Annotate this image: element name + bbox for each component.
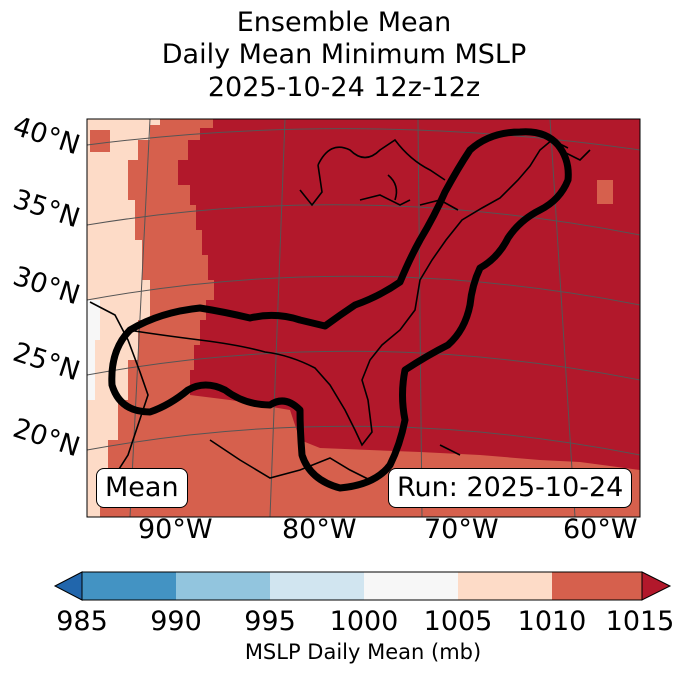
colorbar-tick: 985: [56, 606, 108, 637]
map-plot-area: [87, 119, 640, 517]
colorbar-tick: 990: [150, 606, 202, 637]
colorbar-tick: 995: [244, 606, 296, 637]
pressure-contour: [108, 128, 572, 492]
colorbar-segment: [552, 572, 642, 600]
pressure-speck: [597, 180, 613, 204]
colorbar-tick: 1000: [329, 606, 399, 637]
colorbar-segment: [458, 572, 552, 600]
run-date-box: Run: 2025-10-24: [388, 468, 633, 508]
colorbar-segment: [364, 572, 458, 600]
lon-label-90: 90°W: [138, 514, 213, 545]
colorbar-low-extend: [53, 571, 83, 601]
title-line-3: 2025-10-24 12z-12z: [207, 72, 481, 103]
graticule: [87, 119, 640, 517]
colorbar-segment: [270, 572, 364, 600]
colorbar-tick: 1010: [517, 606, 587, 637]
pressure-fill-1005: [87, 119, 160, 517]
map-frame: [86, 118, 641, 518]
colorbar-segment: [176, 572, 270, 600]
lon-label-60: 60°W: [563, 514, 638, 545]
colorbar: [53, 571, 672, 601]
pressure-speck: [90, 130, 110, 152]
pressure-fill-1010: [87, 119, 640, 517]
title-line-2: Daily Mean Minimum MSLP: [161, 39, 527, 70]
lon-label-70: 70°W: [424, 514, 499, 545]
colorbar-tick: 1005: [423, 606, 493, 637]
colorbar-tick: 1015: [605, 606, 675, 637]
title-line-1: Ensemble Mean: [236, 7, 452, 38]
lon-label-80: 80°W: [282, 514, 357, 545]
colorbar-label: MSLP Daily Mean (mb): [244, 640, 482, 664]
pressure-fill-1000: [87, 300, 100, 400]
colorbar-segment: [82, 572, 176, 600]
mean-label-box: Mean: [96, 468, 188, 508]
colorbar-high-extend: [641, 571, 672, 601]
